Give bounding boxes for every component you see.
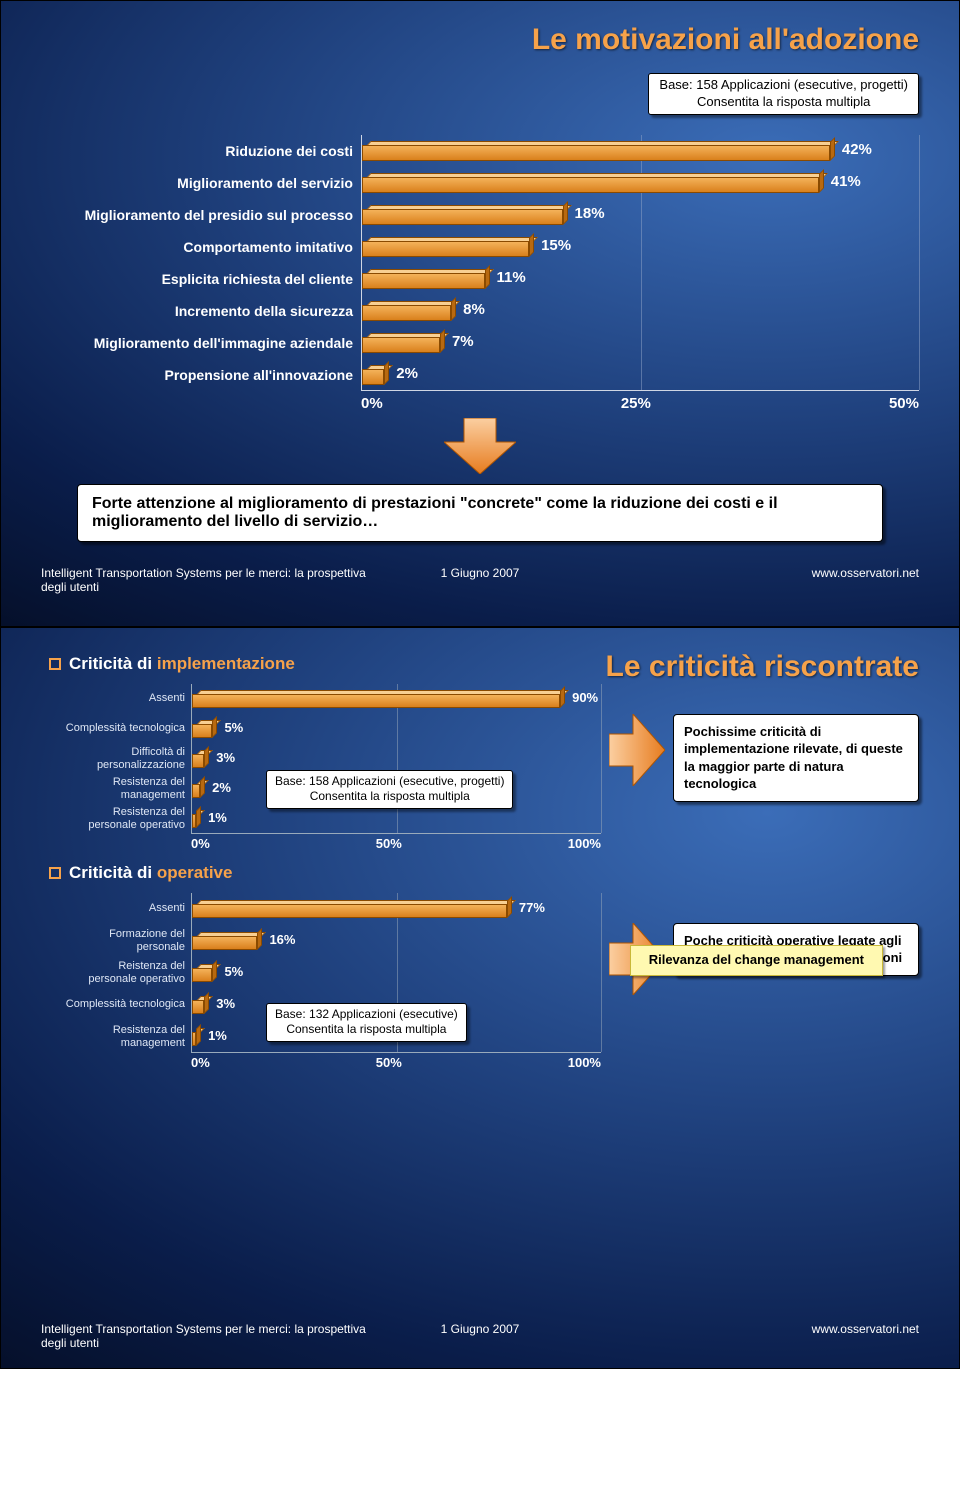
slide-footer: Intelligent Transportation Systems per l… xyxy=(41,566,919,594)
base-line2: Consentita la risposta multipla xyxy=(659,94,908,111)
chart-category-label: Resistenza delmanagement xyxy=(41,1021,191,1053)
chart-bar: 2% xyxy=(192,780,200,798)
down-arrow-icon xyxy=(444,418,516,474)
slide-title: Le motivazioni all'adozione xyxy=(41,23,919,57)
slide-footer: Intelligent Transportation Systems per l… xyxy=(41,1322,919,1350)
chart-bar: 5% xyxy=(192,720,212,738)
chart-category-label: Complessità tecnologica xyxy=(41,714,191,744)
chart-bar: 2% xyxy=(362,365,384,385)
bar-value-label: 8% xyxy=(463,301,485,318)
comment-box: Forte attenzione al miglioramento di pre… xyxy=(77,484,883,542)
chart-bar: 18% xyxy=(362,205,563,225)
chart-oper: AssentiFormazione delpersonaleReistenza … xyxy=(41,893,601,1070)
chart-bar: 42% xyxy=(362,141,830,161)
chart-bar: 15% xyxy=(362,237,529,257)
bar-value-label: 15% xyxy=(541,237,571,254)
chart-bar: 11% xyxy=(362,269,485,289)
bar-value-label: 3% xyxy=(216,750,235,765)
footer-url: www.osservatori.net xyxy=(570,1322,919,1350)
footer-url: www.osservatori.net xyxy=(570,566,919,594)
right-arrow-icon xyxy=(609,714,665,786)
bar-value-label: 1% xyxy=(208,810,227,825)
chart-bar: 3% xyxy=(192,996,204,1014)
chart-motivazioni: Riduzione dei costiMiglioramento del ser… xyxy=(41,135,919,412)
x-tick: 0% xyxy=(361,395,383,412)
x-tick: 50% xyxy=(889,395,919,412)
section-oper-label: Criticità di operative xyxy=(49,863,919,883)
base-box-oper: Base: 132 Applicazioni (esecutive) Conse… xyxy=(266,1003,467,1042)
bar-value-label: 3% xyxy=(216,996,235,1011)
chart-bar: 8% xyxy=(362,301,451,321)
chart-category-label: Resistenza delmanagement xyxy=(41,774,191,804)
slide-motivazioni: Le motivazioni all'adozione Base: 158 Ap… xyxy=(0,0,960,627)
slide-criticita: Criticità di implementazione Le criticit… xyxy=(0,627,960,1369)
comment-impl: Pochissime criticità di implementazione … xyxy=(673,714,919,802)
bar-value-label: 90% xyxy=(572,690,598,705)
chart-category-label: Assenti xyxy=(41,893,191,925)
base-line1: Base: 158 Applicazioni (esecutive, proge… xyxy=(659,77,908,94)
chart-bar: 3% xyxy=(192,750,204,768)
x-tick: 0% xyxy=(191,836,210,851)
bullet-icon xyxy=(49,658,61,670)
chart-bar: 16% xyxy=(192,932,257,950)
chart-bar: 1% xyxy=(192,1028,196,1046)
bar-value-label: 18% xyxy=(575,205,605,222)
chart-category-label: Reistenza delpersonale operativo xyxy=(41,957,191,989)
footer-left: Intelligent Transportation Systems per l… xyxy=(41,1322,390,1350)
bar-value-label: 5% xyxy=(224,720,243,735)
base-box-impl: Base: 158 Applicazioni (esecutive, proge… xyxy=(266,770,513,809)
chart-bar: 7% xyxy=(362,333,440,353)
chart-category-label: Esplicita richiesta del cliente xyxy=(41,263,361,295)
x-tick: 50% xyxy=(376,836,402,851)
chart-category-label: Assenti xyxy=(41,684,191,714)
chart-category-label: Comportamento imitativo xyxy=(41,231,361,263)
bar-value-label: 77% xyxy=(519,900,545,915)
x-tick: 50% xyxy=(376,1055,402,1070)
bar-value-label: 1% xyxy=(208,1028,227,1043)
base-box: Base: 158 Applicazioni (esecutive, proge… xyxy=(41,73,919,115)
chart-bar: 5% xyxy=(192,964,212,982)
bar-value-label: 5% xyxy=(224,964,243,979)
chart-category-label: Riduzione dei costi xyxy=(41,135,361,167)
chart-category-label: Incremento della sicurezza xyxy=(41,295,361,327)
chart-category-label: Difficoltà dipersonalizzazione xyxy=(41,744,191,774)
chart-bar: 77% xyxy=(192,900,507,918)
bar-value-label: 7% xyxy=(452,333,474,350)
slide-title: Le criticità riscontrate xyxy=(606,650,919,684)
chart-category-label: Propensione all'innovazione xyxy=(41,359,361,391)
bar-value-label: 42% xyxy=(842,141,872,158)
x-tick: 100% xyxy=(568,1055,601,1070)
chart-bar: 90% xyxy=(192,690,560,708)
chart-bar: 1% xyxy=(192,810,196,828)
chart-category-label: Miglioramento del servizio xyxy=(41,167,361,199)
x-tick: 0% xyxy=(191,1055,210,1070)
bar-value-label: 2% xyxy=(396,365,418,382)
footer-left: Intelligent Transportation Systems per l… xyxy=(41,566,390,594)
footer-date: 1 Giugno 2007 xyxy=(390,1322,570,1350)
x-tick: 25% xyxy=(621,395,651,412)
chart-category-label: Miglioramento del presidio sul processo xyxy=(41,199,361,231)
footer-date: 1 Giugno 2007 xyxy=(390,566,570,594)
section-impl-label: Criticità di implementazione xyxy=(49,654,606,674)
bullet-icon xyxy=(49,867,61,879)
bar-value-label: 11% xyxy=(497,269,526,286)
chart-category-label: Complessità tecnologica xyxy=(41,989,191,1021)
chart-impl: AssentiComplessità tecnologicaDifficoltà… xyxy=(41,684,601,851)
bar-value-label: 16% xyxy=(269,932,295,947)
chart-category-label: Resistenza delpersonale operativo xyxy=(41,804,191,834)
x-tick: 100% xyxy=(568,836,601,851)
bar-value-label: 41% xyxy=(831,173,861,190)
chart-category-label: Formazione delpersonale xyxy=(41,925,191,957)
chart-category-label: Miglioramento dell'immagine aziendale xyxy=(41,327,361,359)
bar-value-label: 2% xyxy=(212,780,231,795)
yellow-tag: Rilevanza del change management xyxy=(630,945,883,976)
chart-bar: 41% xyxy=(362,173,819,193)
